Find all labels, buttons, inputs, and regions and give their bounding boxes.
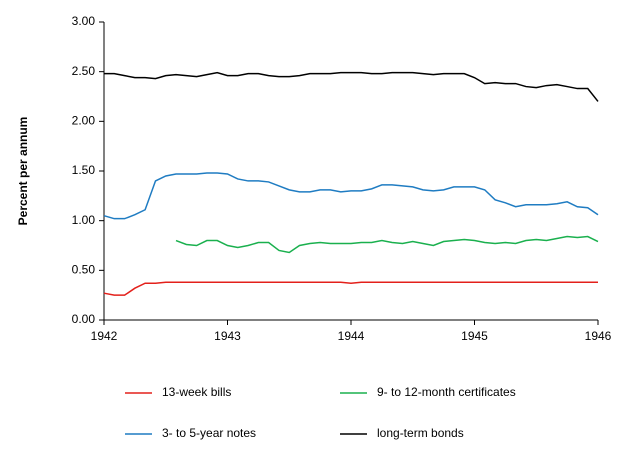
y-tick-label: 0.00 <box>72 312 96 326</box>
x-tick-label: 1943 <box>214 329 241 343</box>
y-tick-label: 2.50 <box>72 64 96 78</box>
x-tick-label: 1942 <box>91 329 118 343</box>
legend-label: 9- to 12-month certificates <box>377 385 516 399</box>
y-tick-label: 0.50 <box>72 263 96 277</box>
x-tick-label: 1944 <box>338 329 365 343</box>
series-line <box>104 71 599 102</box>
legend-label: long-term bonds <box>377 426 464 440</box>
y-tick-label: 1.00 <box>72 213 96 227</box>
legend-label: 13-week bills <box>162 385 231 399</box>
y-tick-label: 2.00 <box>72 114 96 128</box>
x-tick-label: 1946 <box>585 329 612 343</box>
y-tick-label: 1.50 <box>72 163 96 177</box>
series-line <box>103 172 599 220</box>
y-axis-label: Percent per annum <box>16 117 30 226</box>
series-line <box>103 281 598 296</box>
x-tick-label: 1945 <box>461 329 488 343</box>
legend-label: 3- to 5-year notes <box>162 426 256 440</box>
y-tick-label: 3.00 <box>72 14 96 28</box>
series-line <box>175 235 599 254</box>
